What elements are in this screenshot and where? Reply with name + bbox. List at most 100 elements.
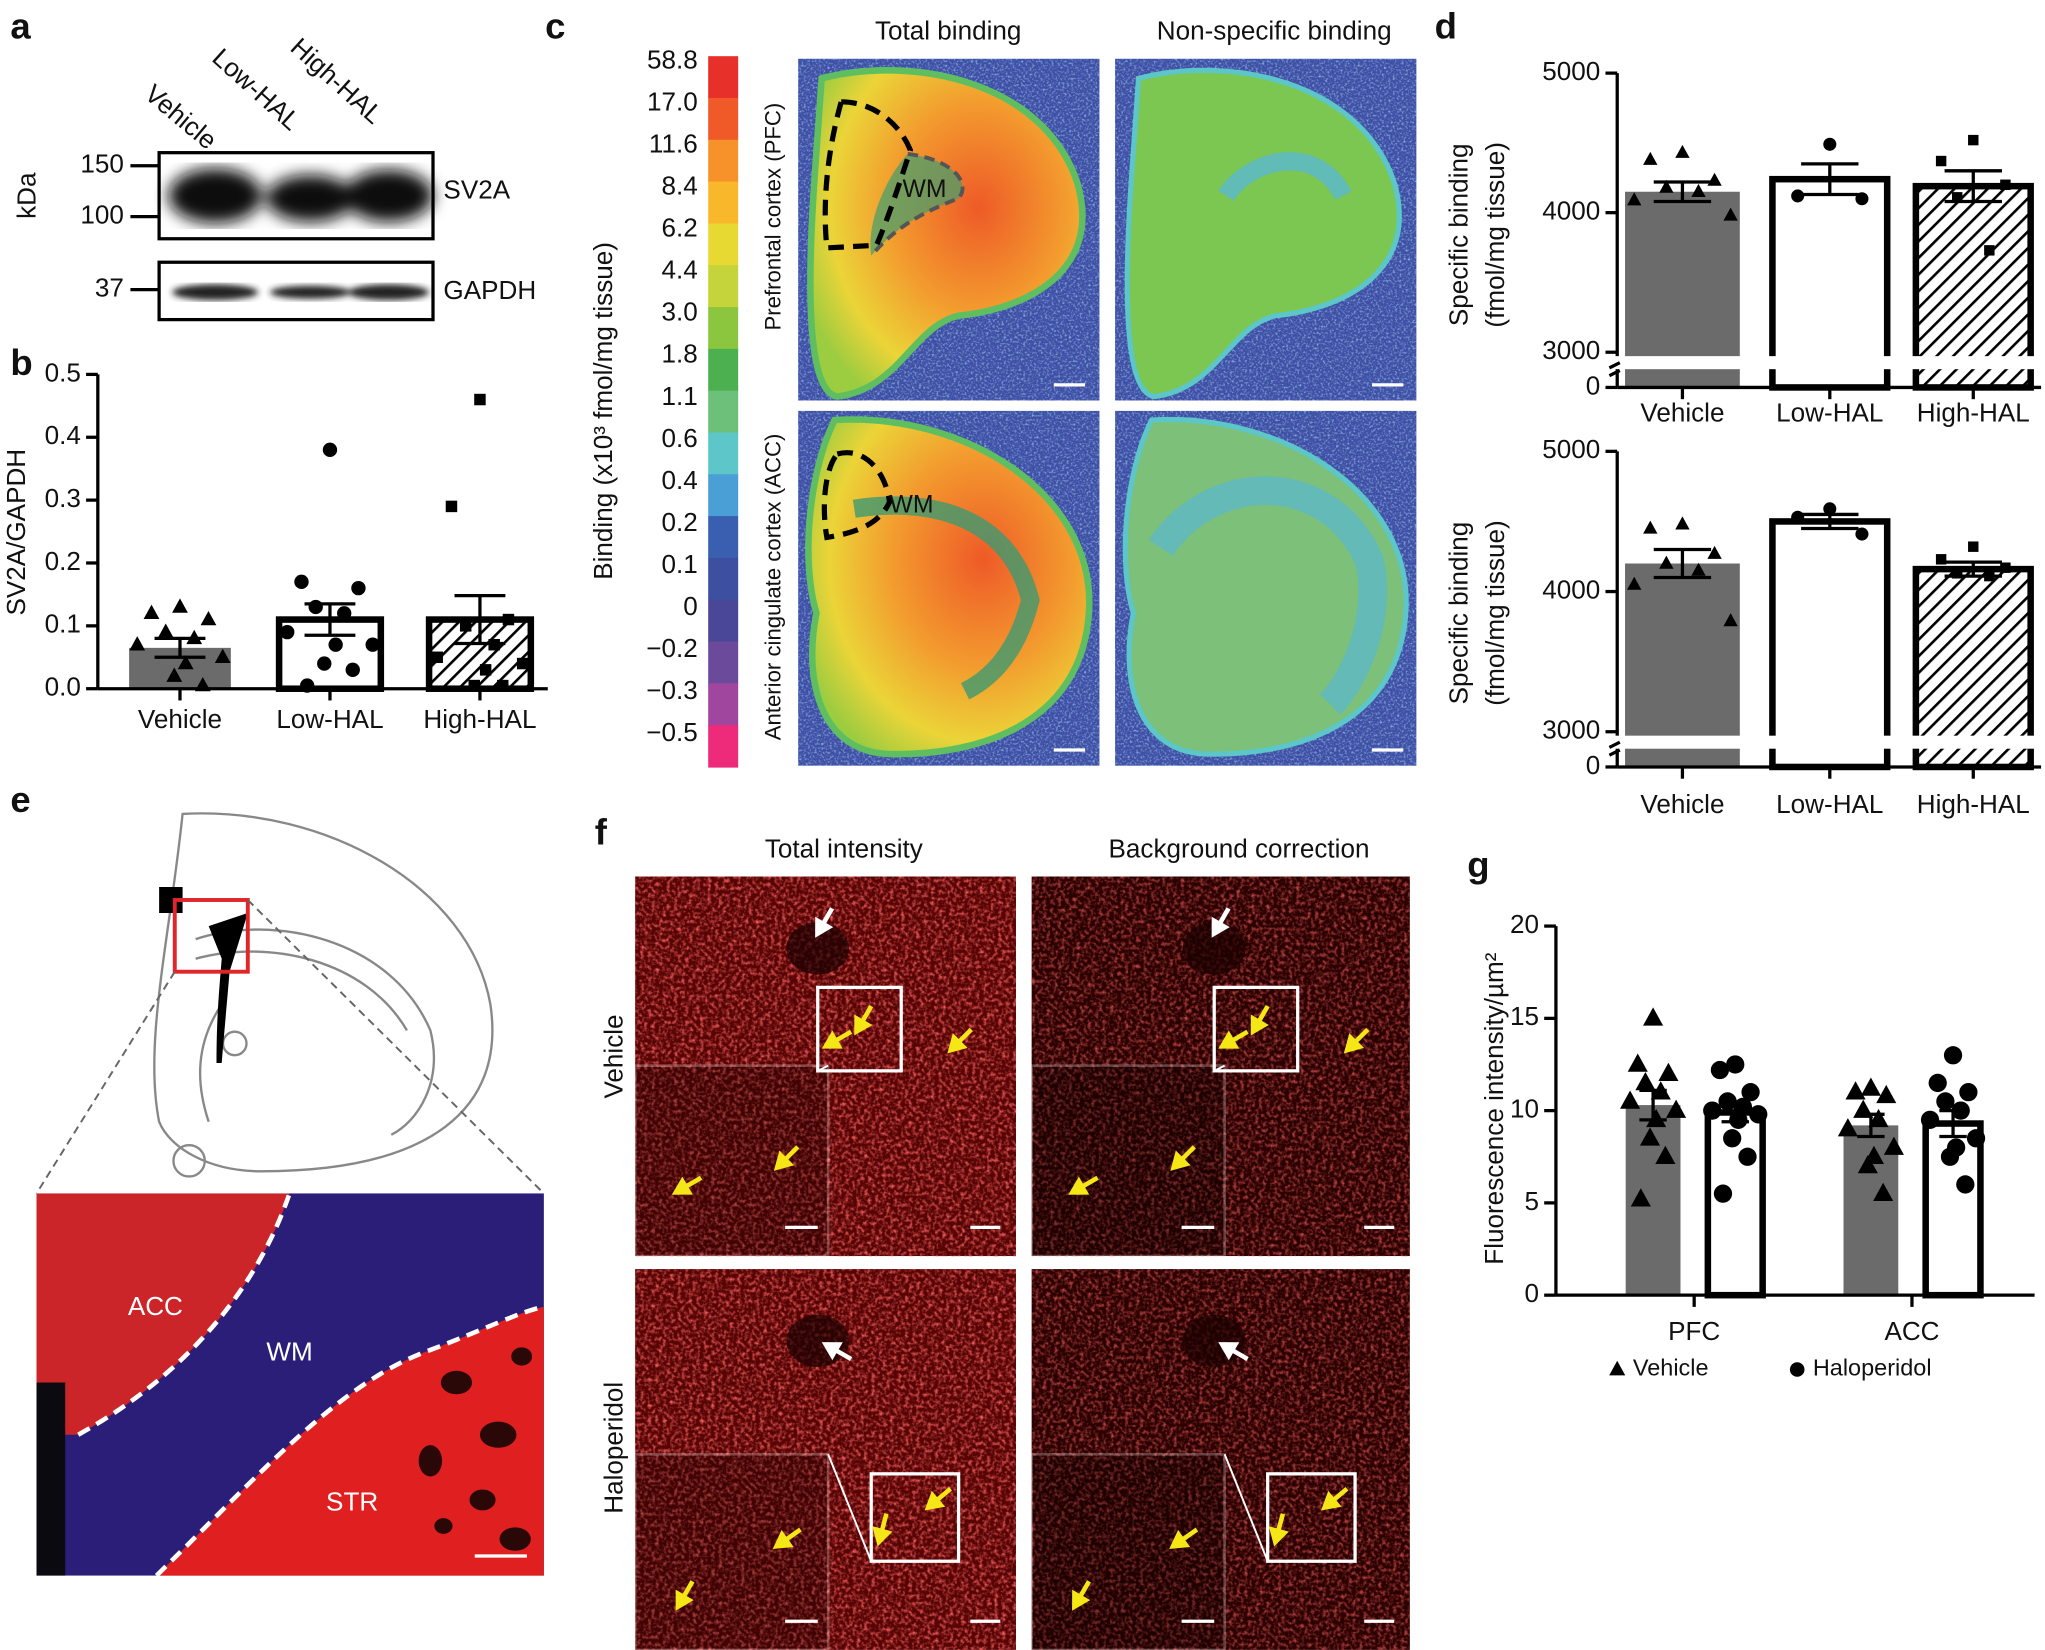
colorbar-tick-label: −0.5 xyxy=(646,717,697,747)
row-label: Prefrontal cortex (PFC) xyxy=(761,103,786,331)
colorbar-tick-label: −0.3 xyxy=(646,675,697,705)
data-point xyxy=(1723,207,1738,221)
arrow-head xyxy=(854,1014,873,1036)
x-tick-label: Vehicle xyxy=(1640,789,1724,819)
data-point xyxy=(1659,555,1674,569)
data-point xyxy=(2000,562,2011,573)
arrow xyxy=(1218,1029,1249,1049)
colorbar-swatch xyxy=(708,265,739,308)
bar xyxy=(1912,565,2034,771)
y-tick-label: 0.2 xyxy=(45,546,81,576)
error-bar xyxy=(1801,162,1859,197)
colorbar-swatch xyxy=(708,725,739,768)
colorbar-tick-label: 0 xyxy=(683,591,698,621)
bar xyxy=(1769,518,1891,771)
panel-label: f xyxy=(595,811,608,852)
arrow xyxy=(1169,1527,1199,1549)
data-point xyxy=(1984,245,1995,256)
data-point xyxy=(1643,1007,1664,1026)
zoom-line xyxy=(1213,1064,1226,1072)
y-tick-label: 0.0 xyxy=(45,672,81,702)
marker-label: 150 xyxy=(80,149,124,179)
error-bar xyxy=(1653,180,1712,204)
arrow-head xyxy=(1250,1014,1269,1036)
colorbar-tick-label: 0.6 xyxy=(661,423,697,453)
data-point xyxy=(1675,516,1690,530)
y-tick-label: 5 xyxy=(1524,1186,1539,1216)
arrow xyxy=(773,1145,800,1171)
legend-marker xyxy=(1609,1360,1626,1376)
data-point xyxy=(1639,1127,1661,1146)
data-point xyxy=(172,598,188,613)
y-tick-label: 0.4 xyxy=(45,420,81,450)
arrow xyxy=(924,1487,952,1511)
colorbar-swatch xyxy=(708,307,739,350)
data-point xyxy=(1710,1060,1730,1080)
data-point xyxy=(2000,179,2011,190)
data-point xyxy=(1791,189,1805,203)
arrow-head xyxy=(1170,1150,1191,1171)
data-point xyxy=(1928,1073,1947,1093)
data-point xyxy=(1959,1083,1978,1102)
y-axis-label: Specific binding xyxy=(1444,522,1474,705)
axis-break xyxy=(1598,735,2044,749)
colorbar-swatch xyxy=(708,139,739,183)
y-tick-label: 0.5 xyxy=(45,357,81,387)
colorbar-tick-label: 11.6 xyxy=(649,128,698,158)
arrow xyxy=(815,907,835,938)
arrow-head xyxy=(924,1490,946,1511)
arrow xyxy=(854,1005,874,1036)
data-point xyxy=(1940,1147,1960,1166)
axis-break xyxy=(1598,356,2044,370)
data-point xyxy=(1860,1077,1881,1096)
zoom-box xyxy=(1266,1472,1357,1563)
axis-break-mark xyxy=(1608,740,1621,757)
protein-label: GAPDH xyxy=(443,275,536,305)
x-tick-label: Low-HAL xyxy=(1776,398,1883,428)
legend-label: Haloperidol xyxy=(1813,1355,1932,1381)
colorbar-tick-label: 8.4 xyxy=(661,170,697,200)
data-point xyxy=(214,648,231,664)
data-point xyxy=(308,599,323,615)
colorbar-tick-label: 58.8 xyxy=(647,44,698,74)
y-tick-label: 0.3 xyxy=(45,483,81,513)
x-tick-label: Low-HAL xyxy=(1776,789,1883,819)
arrow-head xyxy=(1343,1033,1365,1054)
data-point xyxy=(1666,1099,1687,1118)
x-tick-label: Low-HAL xyxy=(276,704,383,734)
zoom-line xyxy=(1223,1453,1269,1562)
y-tick-label: 0 xyxy=(1586,750,1601,780)
data-point xyxy=(1723,613,1738,627)
data-point xyxy=(1749,1105,1768,1124)
data-point xyxy=(1968,541,1979,552)
colorbar-tick-label: 6.2 xyxy=(661,213,697,243)
data-point xyxy=(1643,151,1658,165)
arrow xyxy=(1170,1145,1196,1171)
arrow xyxy=(1320,1487,1349,1511)
colorbar-swatch xyxy=(708,223,739,266)
data-point xyxy=(1707,172,1722,186)
cell-body xyxy=(786,922,850,975)
arrow-head xyxy=(772,1529,794,1549)
data-point xyxy=(1718,1092,1737,1111)
data-point xyxy=(1837,1118,1858,1137)
data-point xyxy=(365,637,380,652)
colorbar-tick-label: 4.4 xyxy=(661,255,697,285)
data-point xyxy=(345,662,360,678)
arrow xyxy=(1072,1580,1091,1611)
column-title: Background correction xyxy=(1109,833,1370,863)
zoom-line xyxy=(35,971,176,1194)
y-tick-label: 3000 xyxy=(1542,335,1600,365)
data-point xyxy=(1857,1155,1878,1174)
inset xyxy=(1030,1064,1226,1258)
region-label: WM xyxy=(889,492,933,519)
data-point xyxy=(294,574,309,590)
row-label: Anterior cingulate cortex (ACC) xyxy=(761,434,786,741)
western-blot: Vehicle Low-HAL High-HAL kDa 150 100 37 … xyxy=(12,32,536,322)
data-point xyxy=(1620,1090,1641,1109)
data-point xyxy=(459,620,472,632)
cell-body xyxy=(786,1314,850,1367)
colorbar-swatch xyxy=(708,432,739,475)
y-tick-label: 3000 xyxy=(1542,715,1600,745)
arrow xyxy=(1211,907,1231,938)
